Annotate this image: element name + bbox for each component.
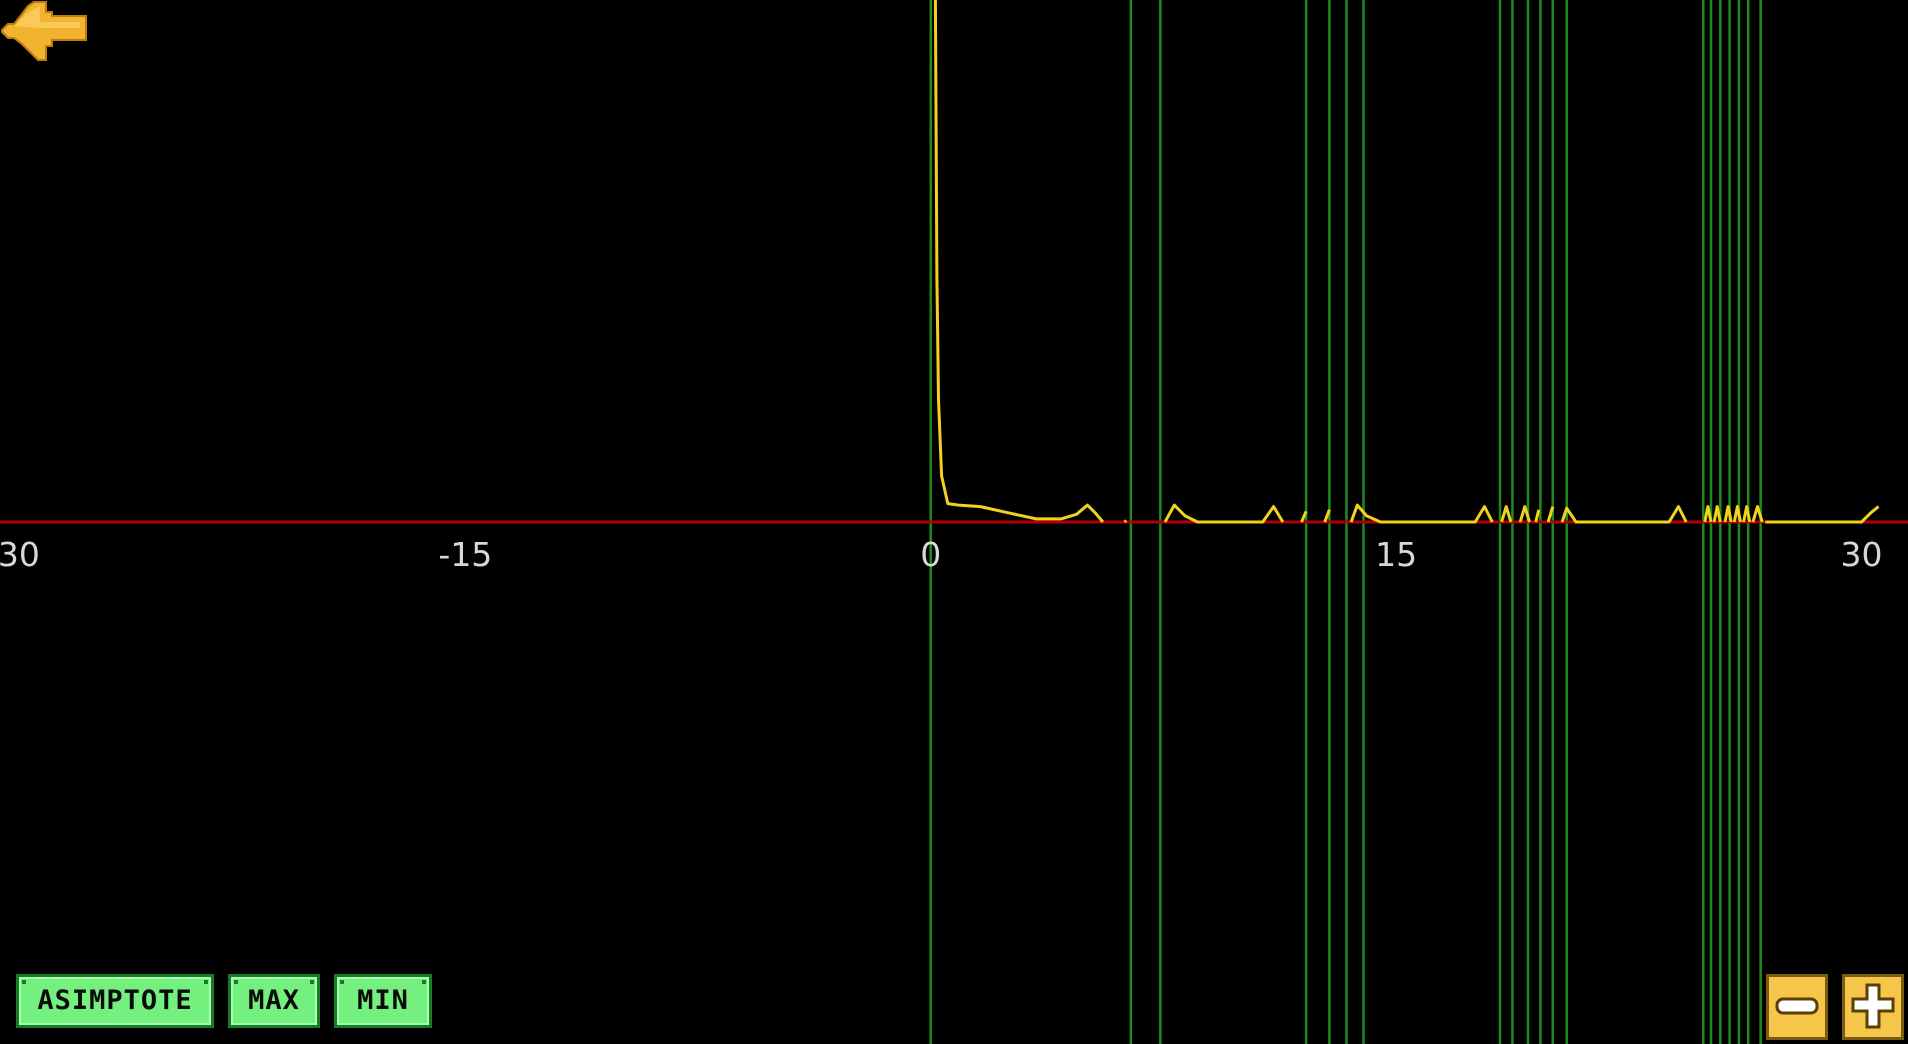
minus-icon (1775, 997, 1819, 1015)
min-button[interactable]: MIN (334, 974, 432, 1028)
curve-segment (1723, 505, 1733, 523)
zoom-out-button[interactable] (1766, 974, 1828, 1040)
curve-segment (933, 0, 1105, 523)
x-tick-label: 30 (1840, 535, 1882, 574)
x-tick-label: 15 (1375, 535, 1417, 574)
curve-segment (1703, 505, 1713, 523)
max-button[interactable]: MAX (228, 974, 320, 1028)
x-tick-label: -15 (438, 535, 492, 574)
curve-segment (1546, 506, 1555, 523)
curve-segment (1534, 509, 1541, 523)
curve-segment (1300, 510, 1308, 523)
x-tick-label: 0 (920, 535, 941, 574)
curve-segment (1323, 509, 1331, 523)
back-button[interactable] (0, 0, 90, 64)
zoom-in-button[interactable] (1842, 974, 1904, 1040)
plus-icon (1851, 983, 1895, 1029)
curve-segment (1500, 505, 1513, 523)
function-curve (933, 0, 1880, 524)
curve-segment (1712, 505, 1722, 523)
asymptote-button[interactable]: ASIMPTOTE (16, 974, 214, 1028)
curve-segment (1163, 503, 1285, 524)
curve-segment (1349, 503, 1494, 524)
x-tick-labels: -30 -15 0 15 30 (0, 535, 1882, 574)
arrow-left-icon (1, 1, 87, 61)
curve-segment (1742, 505, 1752, 523)
curve-segment (1518, 505, 1531, 523)
curve-segment (1732, 505, 1742, 523)
curve-segment (1751, 505, 1764, 523)
curve-segment (1765, 505, 1880, 524)
x-tick-label: -30 (0, 535, 40, 574)
curve-segment (1560, 505, 1688, 524)
curve-segment (1123, 519, 1128, 524)
